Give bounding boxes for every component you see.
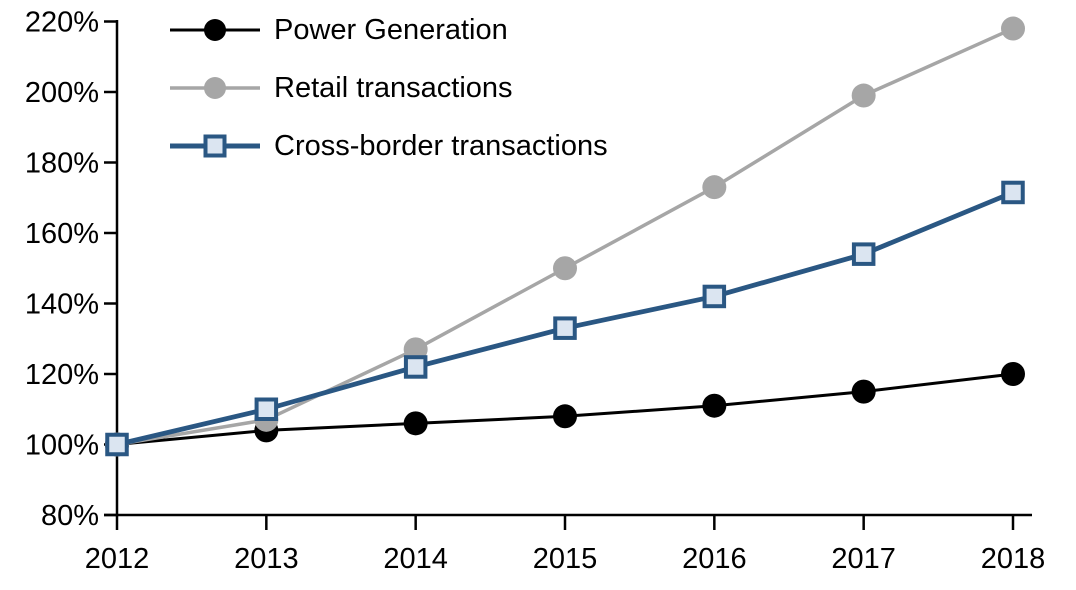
data-point-power-generation xyxy=(702,393,727,418)
legend-marker-retail-transactions-icon xyxy=(170,77,260,99)
y-tick-label: 200% xyxy=(25,77,99,109)
data-point-retail-transactions xyxy=(702,175,727,200)
y-tick-label: 140% xyxy=(25,289,99,321)
data-point-power-generation xyxy=(403,411,428,436)
x-tick-label: 2012 xyxy=(85,543,150,575)
legend-label-power-generation: Power Generation xyxy=(274,13,508,46)
data-point-retail-transactions xyxy=(1001,16,1025,41)
x-tick-label: 2018 xyxy=(981,543,1046,575)
x-tick-label: 2017 xyxy=(831,543,896,575)
data-point-power-generation xyxy=(553,404,577,429)
legend-item-cross-border-transactions: Cross-border transactions xyxy=(170,117,608,175)
legend-marker-power-generation-icon xyxy=(170,19,260,41)
legend-item-retail-transactions: Retail transactions xyxy=(170,59,608,117)
x-tick-label: 2016 xyxy=(682,543,747,575)
data-point-cross-border-transactions xyxy=(702,284,727,309)
legend-marker-cross-border-transactions-icon xyxy=(170,134,260,158)
x-tick-label: 2014 xyxy=(383,543,448,575)
y-tick-label: 80% xyxy=(41,500,99,532)
legend-label-retail-transactions: Retail transactions xyxy=(274,71,513,104)
data-point-cross-border-transactions xyxy=(553,316,577,340)
data-point-retail-transactions xyxy=(553,256,577,281)
data-point-cross-border-transactions xyxy=(403,355,428,379)
chart-legend: Power Generation Retail transactions Cro… xyxy=(170,1,608,175)
data-point-cross-border-transactions xyxy=(105,432,129,457)
data-point-cross-border-transactions xyxy=(254,397,279,421)
legend-label-cross-border-transactions: Cross-border transactions xyxy=(274,129,608,162)
y-tick-label: 120% xyxy=(25,359,99,391)
data-point-cross-border-transactions xyxy=(1001,180,1025,205)
x-tick-label: 2015 xyxy=(533,543,598,575)
y-tick-label: 180% xyxy=(25,148,99,180)
y-tick-label: 160% xyxy=(25,218,99,250)
data-point-power-generation xyxy=(1001,362,1025,386)
data-point-retail-transactions xyxy=(851,83,876,108)
y-tick-label: 220% xyxy=(25,7,99,39)
legend-item-power-generation: Power Generation xyxy=(170,1,608,59)
x-tick-label: 2013 xyxy=(234,543,299,575)
data-point-cross-border-transactions xyxy=(851,242,876,266)
y-tick-label: 100% xyxy=(25,430,99,462)
data-point-power-generation xyxy=(851,379,876,404)
